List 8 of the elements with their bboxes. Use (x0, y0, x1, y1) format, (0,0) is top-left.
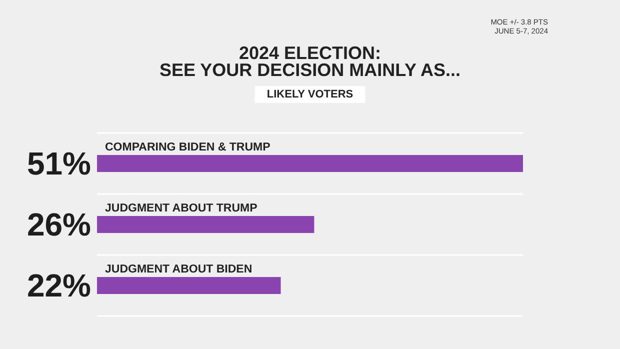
chart-title: 2024 ELECTION: SEE YOUR DECISION MAINLY AS... (159, 43, 461, 80)
y-tick-label: COMPARING BIDEN & TRUMP (105, 142, 271, 154)
y-tick-label: JUDGMENT ABOUT TRUMP (105, 202, 258, 214)
y-tick-label: JUDGMENT ABOUT BIDEN (105, 264, 252, 276)
data-label: 26% (26, 206, 91, 242)
chart-subtitle: LIKELY VOTERS (266, 88, 354, 100)
data-label: 51% (26, 146, 91, 182)
data-label: 22% (26, 268, 91, 304)
